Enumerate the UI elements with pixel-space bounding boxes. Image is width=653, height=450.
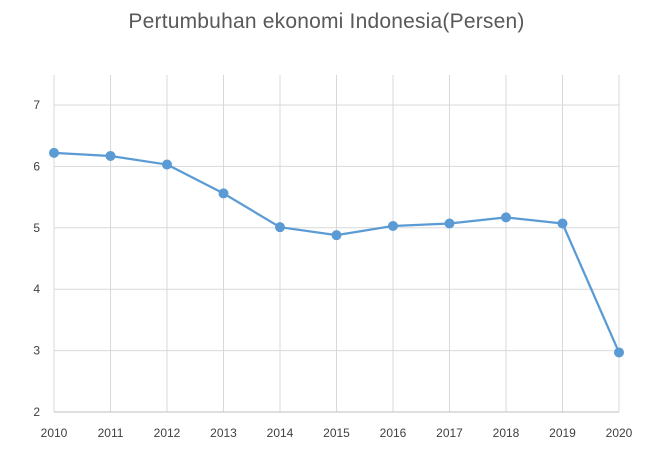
data-points	[49, 147, 624, 358]
x-tick-label: 2020	[606, 426, 633, 440]
data-point-2020	[614, 347, 624, 358]
x-tick-label: 2015	[323, 426, 350, 440]
data-point-2019	[557, 218, 568, 229]
y-tick-labels: 2 3 4 5 6 7	[33, 98, 40, 419]
data-point-2013	[218, 188, 229, 199]
x-tick-label: 2014	[267, 426, 294, 440]
y-tick-label: 4	[33, 282, 40, 296]
data-point-2014	[275, 222, 285, 233]
data-point-2017	[444, 218, 455, 229]
vertical-gridlines	[53, 75, 620, 412]
data-point-2016	[388, 220, 398, 231]
data-point-2018	[501, 212, 511, 223]
x-tick-label: 2012	[154, 426, 181, 440]
x-tick-label: 2019	[549, 426, 576, 440]
data-point-2011	[105, 150, 116, 161]
x-tick-labels: 2010 2011 2012 2013 2014 2015 2016 2017 2018 2019…	[41, 426, 633, 440]
x-tick-label: 2017	[436, 426, 463, 440]
x-tick-label: 2016	[380, 426, 407, 440]
y-tick-label: 6	[33, 159, 40, 173]
chart-title: Pertumbuhan ekonomi Indonesia(Persen)	[128, 10, 525, 33]
y-tick-label: 3	[33, 344, 40, 358]
data-point-2012	[162, 159, 172, 170]
x-tick-label: 2010	[41, 426, 68, 440]
y-tick-label: 7	[33, 98, 40, 112]
y-tick-label: 2	[33, 405, 40, 419]
x-tick-label: 2018	[493, 426, 520, 440]
y-tick-label: 5	[33, 221, 40, 235]
data-point-2015	[331, 230, 342, 241]
x-tick-label: 2011	[98, 426, 124, 440]
data-point-2010	[49, 147, 59, 158]
x-tick-label: 2013	[210, 426, 237, 440]
